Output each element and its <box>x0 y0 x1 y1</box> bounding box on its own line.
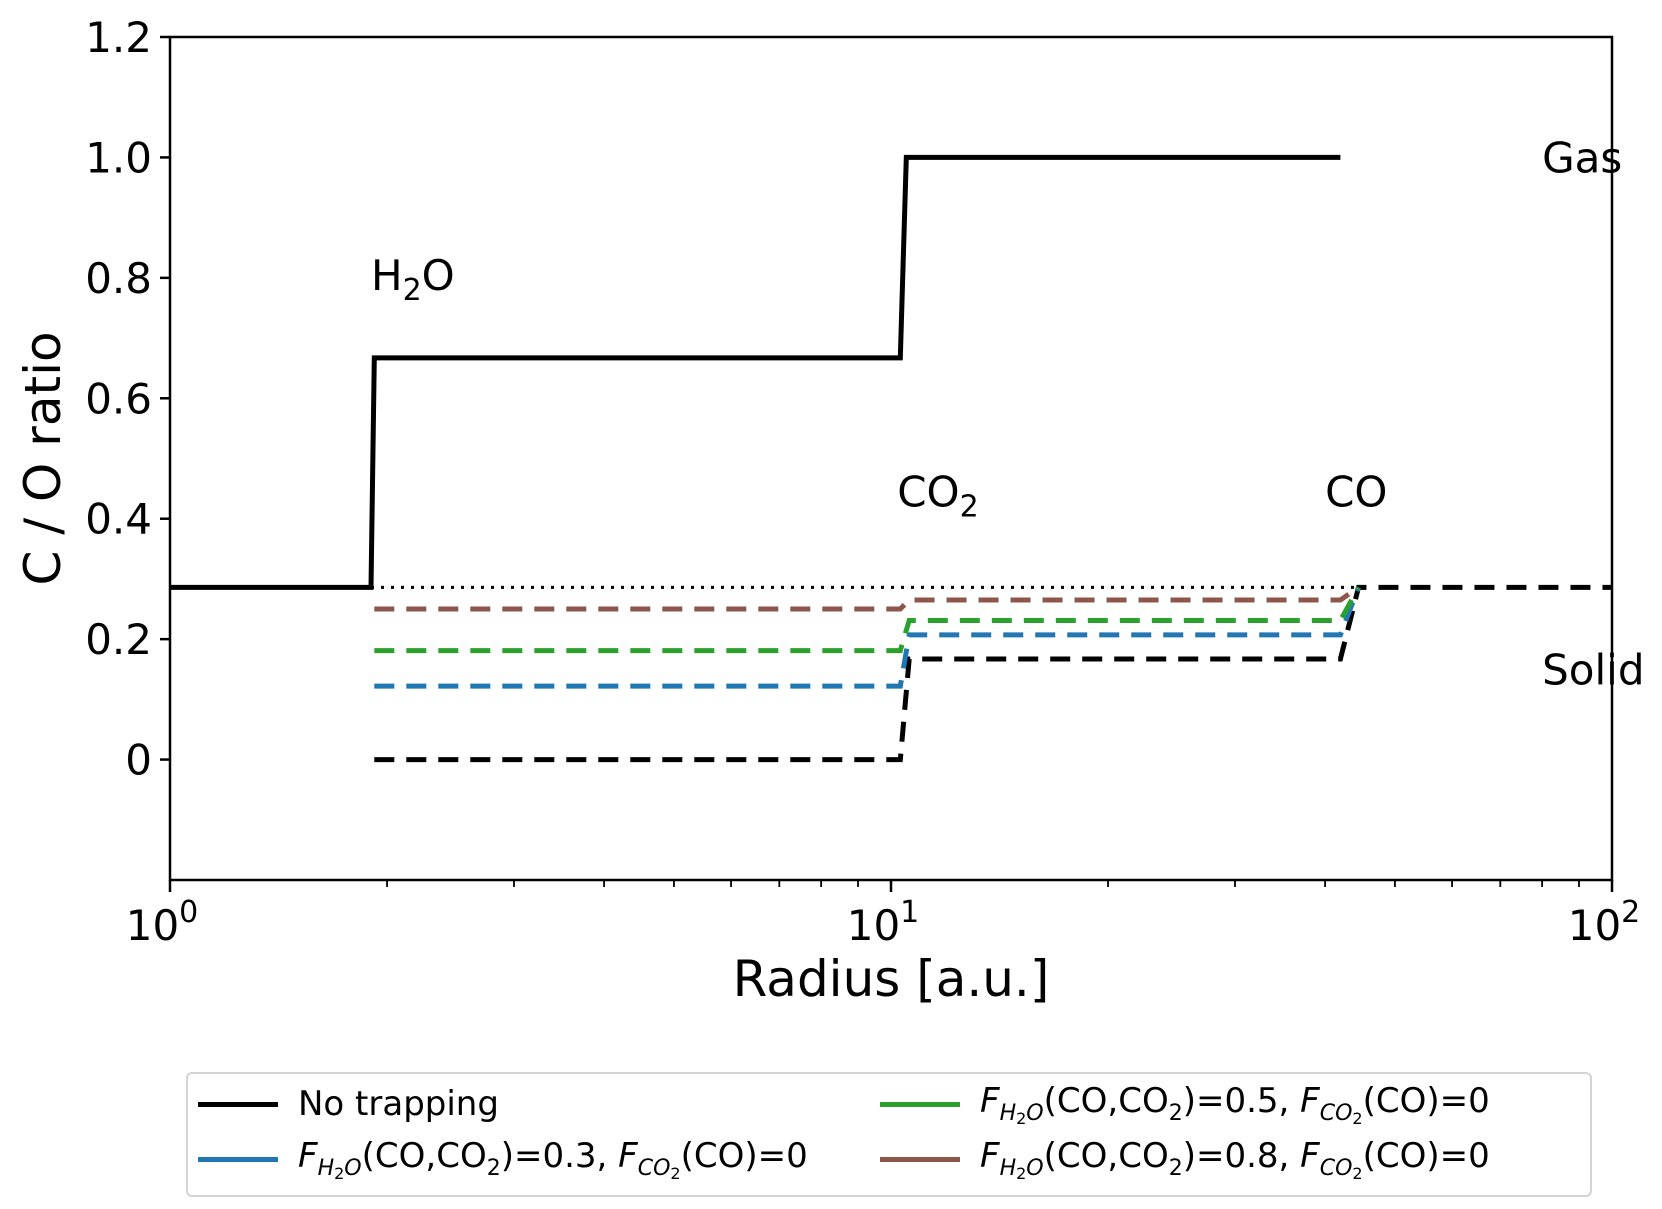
series-line-solid-no-trapping <box>374 584 1612 763</box>
chart-plot: 0 0.2 0.4 0.6 0.8 1.0 1.2 100 101 102 Radius [a.u.… <box>14 13 1644 1008</box>
y-tick-label: 0.2 <box>85 615 152 664</box>
y-tick-label: 0 <box>125 736 152 785</box>
x-tick-label: 102 <box>1568 895 1641 950</box>
legend-label-f08: FH2O(CO,CO2)=0.8, FCO2(CO)=0 <box>980 1135 1490 1183</box>
annotation-h2o: H2O <box>371 251 455 308</box>
y-tick-label: 0.4 <box>85 495 152 544</box>
y-tick-label: 1.2 <box>85 13 152 62</box>
y-tick-label: 1.0 <box>85 133 152 182</box>
x-tick-label: 101 <box>847 895 920 950</box>
series-line-solid-f08 <box>374 585 1360 612</box>
x-tick-label: 100 <box>126 895 199 950</box>
annotation-solid: Solid <box>1542 645 1644 694</box>
axes-frame <box>168 35 1614 882</box>
legend-label-no-trapping: No trapping <box>298 1084 499 1124</box>
legend-item-f03: FH2O(CO,CO2)=0.3, FCO2(CO)=0 <box>198 1136 808 1183</box>
y-tick-label: 0.6 <box>85 374 152 423</box>
legend-item-f05: FH2O(CO,CO2)=0.5, FCO2(CO)=0 <box>880 1081 1490 1128</box>
annotation-co: CO <box>1325 468 1387 517</box>
x-axis-label: Radius [a.u.] <box>733 950 1050 1008</box>
legend-label-f03: FH2O(CO,CO2)=0.3, FCO2(CO)=0 <box>298 1135 808 1183</box>
legend-swatch-f05 <box>880 1101 960 1107</box>
y-tick-label: 0.8 <box>85 254 152 303</box>
annotation-gas: Gas <box>1542 133 1622 182</box>
y-axis-label: C / O ratio <box>14 331 72 585</box>
legend-swatch-f08 <box>880 1156 960 1162</box>
legend: No trapping FH2O(CO,CO2)=0.3, FCO2(CO)=0… <box>186 1072 1592 1197</box>
series-line-solid-f05 <box>374 586 1361 654</box>
series-line-solid-f03 <box>374 586 1361 689</box>
legend-item-f08: FH2O(CO,CO2)=0.8, FCO2(CO)=0 <box>880 1136 1490 1183</box>
legend-swatch-f03 <box>198 1156 278 1162</box>
legend-label-f05: FH2O(CO,CO2)=0.5, FCO2(CO)=0 <box>980 1080 1490 1128</box>
legend-swatch-no-trapping <box>198 1101 278 1107</box>
series-line-gas-no-trapping <box>170 154 1341 590</box>
legend-item-no-trapping: No trapping <box>198 1084 499 1124</box>
annotation-co2: CO2 <box>897 468 978 525</box>
